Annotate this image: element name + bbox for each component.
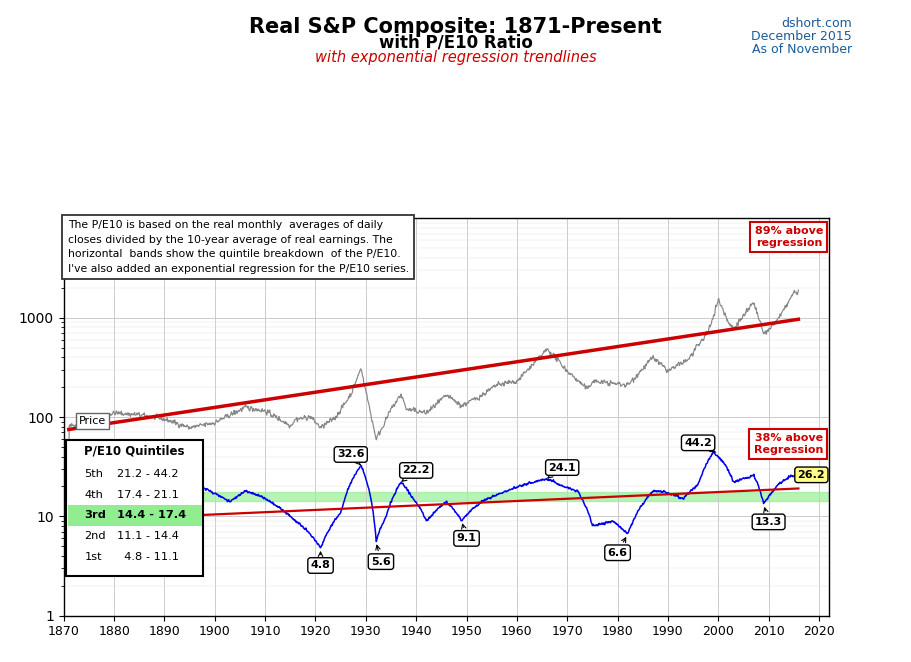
Text: 13.3: 13.3 <box>755 508 783 527</box>
Text: 32.6: 32.6 <box>337 449 364 465</box>
Text: 17.4 - 21.1: 17.4 - 21.1 <box>118 490 179 500</box>
Text: 44.2: 44.2 <box>684 438 716 452</box>
Text: 38% above
Regression: 38% above Regression <box>753 433 823 455</box>
Text: As of November: As of November <box>752 43 852 56</box>
Text: 24.1: 24.1 <box>548 463 576 478</box>
Text: 4th: 4th <box>85 490 103 500</box>
Text: 26.2: 26.2 <box>797 470 825 480</box>
Text: December 2015: December 2015 <box>751 30 852 43</box>
Text: 2nd: 2nd <box>85 531 106 541</box>
FancyBboxPatch shape <box>67 440 203 576</box>
Text: 14.4 - 17.4: 14.4 - 17.4 <box>118 510 187 520</box>
Text: The P/E10 is based on the real monthly  averages of daily
closes divided by the : The P/E10 is based on the real monthly a… <box>67 220 409 273</box>
Text: 25.2: 25.2 <box>119 461 148 476</box>
Text: 4.8 - 11.1: 4.8 - 11.1 <box>118 551 179 561</box>
Text: 5th: 5th <box>85 469 104 479</box>
Text: with P/E10 Ratio: with P/E10 Ratio <box>379 33 532 51</box>
Text: 11.1 - 14.4: 11.1 - 14.4 <box>118 531 179 541</box>
Text: 3rd: 3rd <box>85 510 107 520</box>
Text: Price: Price <box>79 416 106 426</box>
Text: 5.6: 5.6 <box>371 545 391 567</box>
Text: 9.1: 9.1 <box>456 524 476 544</box>
Text: P/E 10 Ratio: P/E 10 Ratio <box>79 477 146 487</box>
Text: 89% above
regression: 89% above regression <box>754 226 823 248</box>
Text: Real S&P Composite: 1871-Present: Real S&P Composite: 1871-Present <box>249 17 662 36</box>
Text: dshort.com: dshort.com <box>781 17 852 30</box>
Text: with exponential regression trendlines: with exponential regression trendlines <box>314 50 597 65</box>
Bar <box>67 505 201 526</box>
Text: 21.2 - 44.2: 21.2 - 44.2 <box>118 469 179 479</box>
Text: 4.8: 4.8 <box>311 552 331 571</box>
Bar <box>64 493 829 500</box>
Text: 1st: 1st <box>85 551 102 561</box>
Text: 22.2: 22.2 <box>402 465 430 481</box>
Text: P/E10 Quintiles: P/E10 Quintiles <box>85 445 185 458</box>
Text: 6.6: 6.6 <box>608 538 628 558</box>
